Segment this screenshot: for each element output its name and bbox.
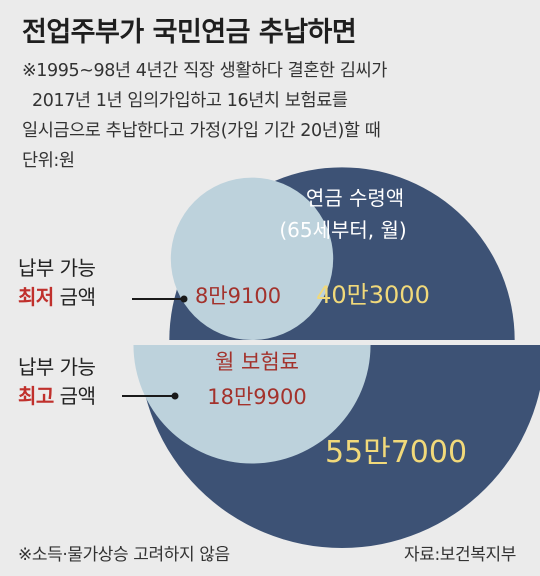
premium-max-half-circle <box>133 345 371 464</box>
unit-label: 단위:원 <box>22 151 75 171</box>
premium-title: 월 보험료 <box>215 350 299 374</box>
pension-min-value: 40만3000 <box>316 281 430 309</box>
max-leader-dot <box>171 392 179 400</box>
source-credit: 자료:보건복지부 <box>403 545 516 565</box>
min-label-rest: 금액 <box>53 285 96 309</box>
premium-min-circle <box>170 177 334 340</box>
pension-title-line-1: 연금 수령액 <box>306 186 404 210</box>
note-line-1: ※1995~98년 4년간 직장 생활하다 결혼한 김씨가 <box>22 61 387 81</box>
note-line-3: 일시금으로 추납한다고 가정(가입 기간 20년)할 때 <box>22 121 381 141</box>
min-label-line-2: 최저 금액 <box>18 283 96 312</box>
pension-max-value: 55만7000 <box>325 435 467 470</box>
premium-max-value: 18만9900 <box>207 385 307 409</box>
min-label-line-1: 납부 가능 <box>18 256 96 280</box>
max-label-line-1: 납부 가능 <box>18 355 96 379</box>
note-line-2: 2017년 1년 임의가입하고 16년치 보험료를 <box>32 91 348 111</box>
max-highlight: 최고 <box>18 384 54 408</box>
max-label-line-2: 최고 금액 <box>18 382 96 411</box>
premium-min-value: 8만9100 <box>195 284 281 308</box>
assumption-note: ※1995~98년 4년간 직장 생활하다 결혼한 김씨가 2017년 1년 임… <box>22 56 387 176</box>
footer-note: ※소득·물가상승 고려하지 않음 <box>18 545 230 565</box>
pension-title-line-2: (65세부터, 월) <box>279 218 406 242</box>
max-label-rest: 금액 <box>53 384 96 408</box>
min-leader-dot <box>180 295 188 303</box>
max-amount-label: 납부 가능 최고 금액 <box>18 353 96 411</box>
chart-title: 전업주부가 국민연금 추납하면 <box>22 17 357 48</box>
min-highlight: 최저 <box>18 285 54 309</box>
min-amount-label: 납부 가능 최저 금액 <box>18 254 96 312</box>
